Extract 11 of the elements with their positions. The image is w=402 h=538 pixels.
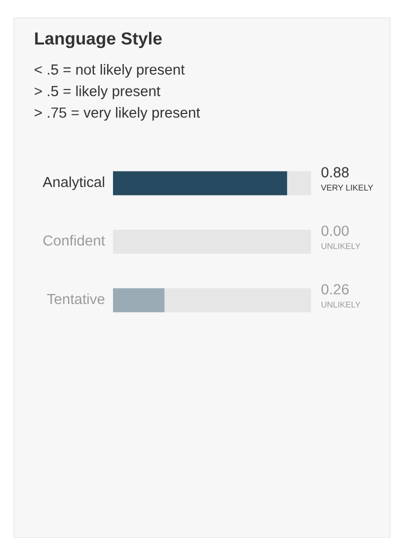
y-tick-label: Confident [43,234,105,246]
chart-subtitle: < .5 = not likely present > .5 = likely present > .75 = very likely present [34,64,200,121]
y-tick-label: Tentative [47,293,104,304]
data-label: 0.26 [321,284,349,294]
text: UNLIKELY [322,302,360,308]
chart-title: Language Style [35,32,162,48]
data-label: 0.00 [321,226,349,236]
data-label: 0.88 [321,167,349,178]
text: VERY LIKELY [320,184,374,190]
text: UNLIKELY [322,243,360,250]
y-tick-label: Analytical [42,176,104,190]
